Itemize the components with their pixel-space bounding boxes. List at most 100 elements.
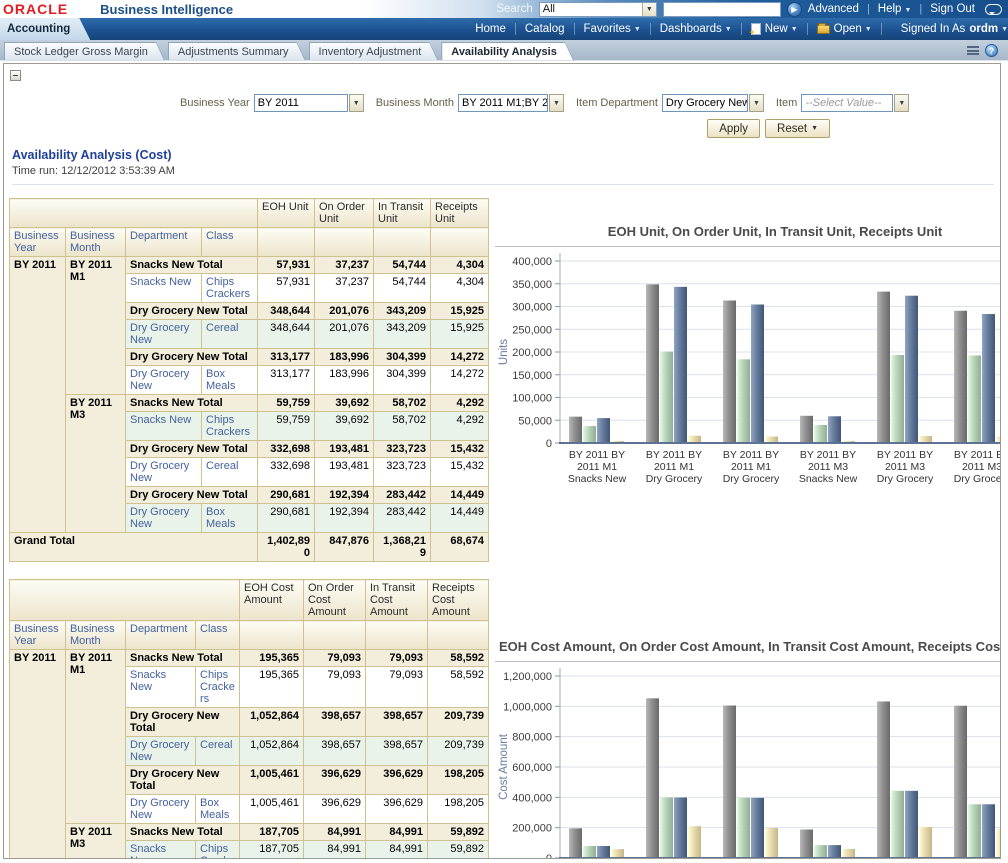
dimension-header[interactable]: Department: [125, 227, 202, 257]
class-cell[interactable]: Chips Crackers: [195, 666, 240, 708]
chart-bar[interactable]: [919, 435, 932, 443]
chart-bar[interactable]: [765, 436, 778, 443]
department-cell[interactable]: Snacks New: [125, 840, 196, 858]
chart-bar[interactable]: [674, 286, 687, 443]
department-cell[interactable]: Dry Grocery New: [125, 503, 202, 533]
help-circle-icon[interactable]: ?: [985, 44, 998, 57]
dimension-header[interactable]: Department: [125, 620, 196, 650]
chart-bar[interactable]: [646, 284, 659, 443]
department-cell[interactable]: Dry Grocery New: [125, 736, 196, 766]
chart-bar[interactable]: [996, 436, 1000, 443]
chart-bar[interactable]: [954, 705, 967, 858]
class-cell[interactable]: Chips Crackers: [201, 411, 258, 441]
apply-button[interactable]: Apply: [707, 119, 761, 138]
class-cell[interactable]: Cereal: [201, 319, 258, 349]
class-cell[interactable]: Box Meals: [195, 794, 240, 824]
chart-bar[interactable]: [828, 416, 841, 443]
search-go-icon[interactable]: ▶: [786, 1, 802, 17]
chevron-down-icon[interactable]: ▼: [641, 2, 656, 16]
page-options-icon[interactable]: [967, 46, 979, 55]
year-cell[interactable]: BY 2011: [9, 649, 66, 858]
chart-bar[interactable]: [737, 359, 750, 443]
nav-link-dashboards[interactable]: Dashboards ▼: [651, 23, 741, 35]
tab-adjustments-summary[interactable]: Adjustments Summary: [168, 42, 306, 60]
class-cell[interactable]: Cereal: [195, 736, 240, 766]
chart-bar[interactable]: [597, 846, 610, 858]
chat-bubble-icon[interactable]: [985, 3, 1002, 15]
class-cell[interactable]: Cereal: [201, 457, 258, 487]
chart-bar[interactable]: [814, 845, 827, 858]
chart-bar[interactable]: [905, 790, 918, 858]
chart-bar[interactable]: [877, 701, 890, 858]
chart-bar[interactable]: [660, 351, 673, 443]
chart-bar[interactable]: [723, 705, 736, 858]
dimension-header[interactable]: Business Year: [9, 620, 66, 650]
chart-bar[interactable]: [891, 790, 904, 858]
item-department-combo[interactable]: Dry Grocery New;S ▼: [661, 94, 764, 112]
nav-link-favorites[interactable]: Favorites ▼: [575, 23, 650, 35]
tab-inventory-adjustment[interactable]: Inventory Adjustment: [309, 42, 439, 60]
chart-bar[interactable]: [751, 304, 764, 443]
signed-in-menu[interactable]: Signed In As ordm ▼: [892, 23, 1008, 35]
chart-bar[interactable]: [751, 797, 764, 858]
dimension-header[interactable]: Class: [201, 227, 258, 257]
chart-bar[interactable]: [569, 416, 582, 443]
advanced-link[interactable]: Advanced: [807, 3, 859, 15]
dimension-header[interactable]: Class: [195, 620, 240, 650]
class-cell[interactable]: Box Meals: [201, 365, 258, 395]
chart-bar[interactable]: [583, 426, 596, 443]
chart-bar[interactable]: [583, 846, 596, 858]
dimension-header[interactable]: Business Month: [65, 227, 126, 257]
business-year-combo[interactable]: BY 2011 ▼: [253, 94, 364, 112]
department-cell[interactable]: Snacks New: [125, 666, 196, 708]
dimension-header[interactable]: Business Year: [9, 227, 66, 257]
chart-bar[interactable]: [814, 424, 827, 443]
nav-link-home[interactable]: Home: [466, 23, 515, 35]
chart-bar[interactable]: [891, 354, 904, 443]
help-menu[interactable]: Help ▼: [877, 3, 912, 15]
chevron-down-icon[interactable]: ▼: [894, 94, 910, 112]
chart-bar[interactable]: [688, 435, 701, 443]
tab-stock-ledger-gross-margin[interactable]: Stock Ledger Gross Margin: [4, 42, 165, 60]
search-input[interactable]: [662, 1, 781, 17]
chart-bar[interactable]: [611, 849, 624, 858]
chart-bar[interactable]: [996, 829, 1000, 858]
chart-bar[interactable]: [954, 310, 967, 443]
nav-link-open[interactable]: Open ▼: [808, 22, 881, 35]
chart-bar[interactable]: [688, 826, 701, 858]
department-cell[interactable]: Dry Grocery New: [125, 365, 202, 395]
chart-bar[interactable]: [800, 415, 813, 443]
sign-out-link[interactable]: Sign Out: [930, 3, 975, 15]
month-cell[interactable]: BY 2011 M3: [65, 394, 126, 533]
chart-bar[interactable]: [597, 418, 610, 443]
dashboard-tab-accounting[interactable]: Accounting: [0, 18, 90, 40]
month-cell[interactable]: BY 2011 M3: [65, 823, 126, 858]
department-cell[interactable]: Dry Grocery New: [125, 794, 196, 824]
month-cell[interactable]: BY 2011 M1: [65, 256, 126, 395]
chevron-down-icon[interactable]: ▼: [748, 94, 764, 112]
chevron-down-icon[interactable]: ▼: [548, 94, 564, 112]
dimension-header[interactable]: Business Month: [65, 620, 126, 650]
chart-bar[interactable]: [660, 797, 673, 858]
chart-bar[interactable]: [842, 848, 855, 858]
chart-bar[interactable]: [723, 300, 736, 443]
department-cell[interactable]: Snacks New: [125, 273, 202, 303]
department-cell[interactable]: Snacks New: [125, 411, 202, 441]
chart-bar[interactable]: [737, 797, 750, 858]
department-cell[interactable]: Dry Grocery New: [125, 457, 202, 487]
search-scope-select[interactable]: All ▼: [538, 1, 657, 17]
class-cell[interactable]: Chips Crackers: [195, 840, 240, 858]
chart-bar[interactable]: [968, 355, 981, 443]
business-month-combo[interactable]: BY 2011 M1;BY 20: ▼: [457, 94, 564, 112]
nav-link-catalog[interactable]: Catalog: [516, 23, 574, 35]
chart-bar[interactable]: [982, 804, 995, 858]
year-cell[interactable]: BY 2011: [9, 256, 66, 533]
chart-bar[interactable]: [765, 827, 778, 858]
chart-bar[interactable]: [646, 698, 659, 858]
collapse-section-icon[interactable]: [10, 70, 21, 81]
chart-bar[interactable]: [982, 314, 995, 443]
chart-bar[interactable]: [905, 295, 918, 443]
chart-bar[interactable]: [919, 827, 932, 858]
department-cell[interactable]: Dry Grocery New: [125, 319, 202, 349]
chart-bar[interactable]: [968, 804, 981, 858]
